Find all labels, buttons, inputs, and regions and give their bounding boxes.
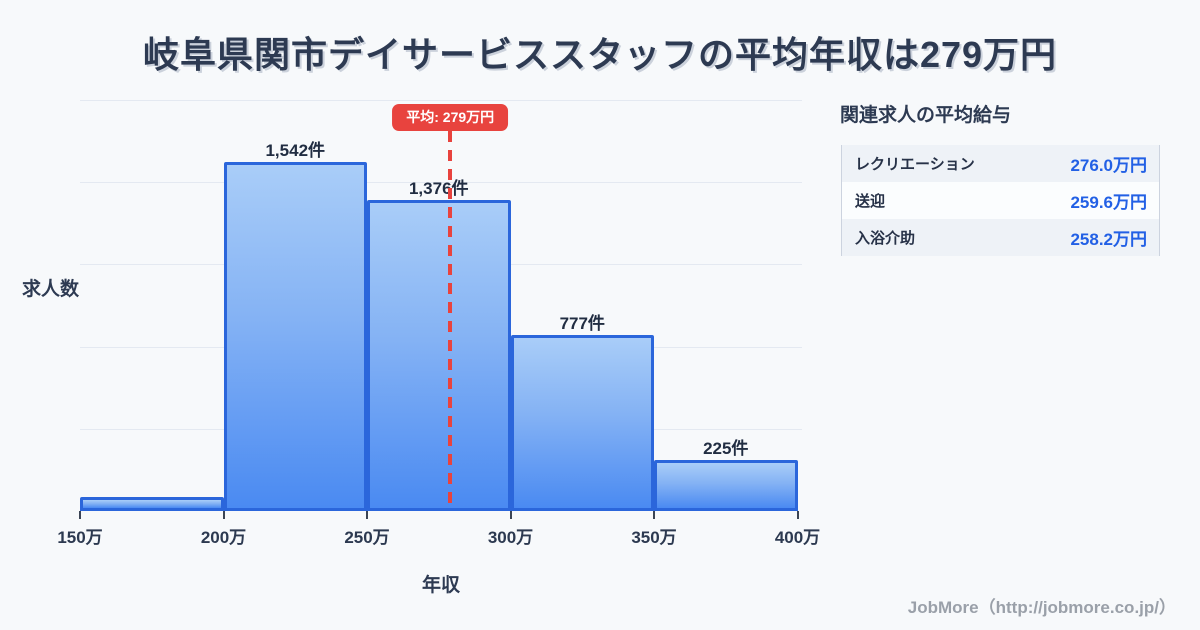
axis-tick	[509, 511, 512, 519]
footer-credit: JobMore（http://jobmore.co.jp/）	[907, 598, 1176, 617]
x-axis-label: 年収	[421, 575, 461, 596]
axis-tick	[222, 511, 225, 519]
x-tick-label: 350万	[631, 528, 677, 547]
histogram-bar	[510, 335, 654, 511]
y-axis-label: 求人数	[22, 279, 80, 300]
related-salary-table: レクリエーション 276.0万円 送迎 259.6万円 入浴介助 258.2万円	[841, 145, 1160, 256]
bar-value-label: 225件	[703, 439, 749, 459]
related-panel-title: 関連求人の平均給与	[840, 105, 1012, 126]
axis-tick	[796, 511, 799, 519]
histogram-bar	[80, 496, 224, 511]
salary-histogram: 求人数 年収 1,542件 1,376件 777件 225件 150万 200万 250万 3…	[22, 100, 821, 596]
average-line	[448, 131, 453, 511]
x-tick-label: 200万	[200, 528, 247, 547]
axis-tick	[653, 511, 655, 519]
x-tick-label: 400万	[774, 528, 821, 547]
x-tick-label: 250万	[344, 528, 390, 547]
job-label: 送迎	[855, 193, 886, 210]
gridline	[80, 182, 802, 184]
table-row: 入浴介助 258.2万円	[842, 219, 1159, 256]
histogram-bar	[223, 162, 367, 511]
job-salary-value: 276.0万円	[1070, 156, 1147, 175]
average-badge: 平均: 279万円	[392, 104, 509, 131]
x-tick-label: 300万	[487, 528, 534, 547]
bar-value-label: 1,542件	[265, 141, 326, 160]
histogram-bar	[654, 460, 798, 511]
job-salary-value: 259.6万円	[1070, 193, 1147, 212]
bar-value-label: 1,376件	[408, 178, 469, 198]
table-row: レクリエーション 276.0万円	[842, 145, 1159, 182]
bar-value-label: 777件	[559, 314, 605, 334]
job-label: 入浴介助	[855, 230, 916, 247]
axis-tick	[366, 511, 368, 519]
histogram-bar	[367, 199, 511, 511]
gridline	[80, 100, 802, 101]
table-row: 送迎 259.6万円	[842, 182, 1159, 219]
x-tick-label: 150万	[57, 528, 103, 547]
job-salary-value: 258.2万円	[1070, 230, 1147, 249]
axis-tick	[79, 511, 81, 519]
job-label: レクリエーション	[855, 156, 975, 173]
page-title: 岐阜県関市デイサービススタッフの平均年収は279万円	[142, 34, 1058, 75]
